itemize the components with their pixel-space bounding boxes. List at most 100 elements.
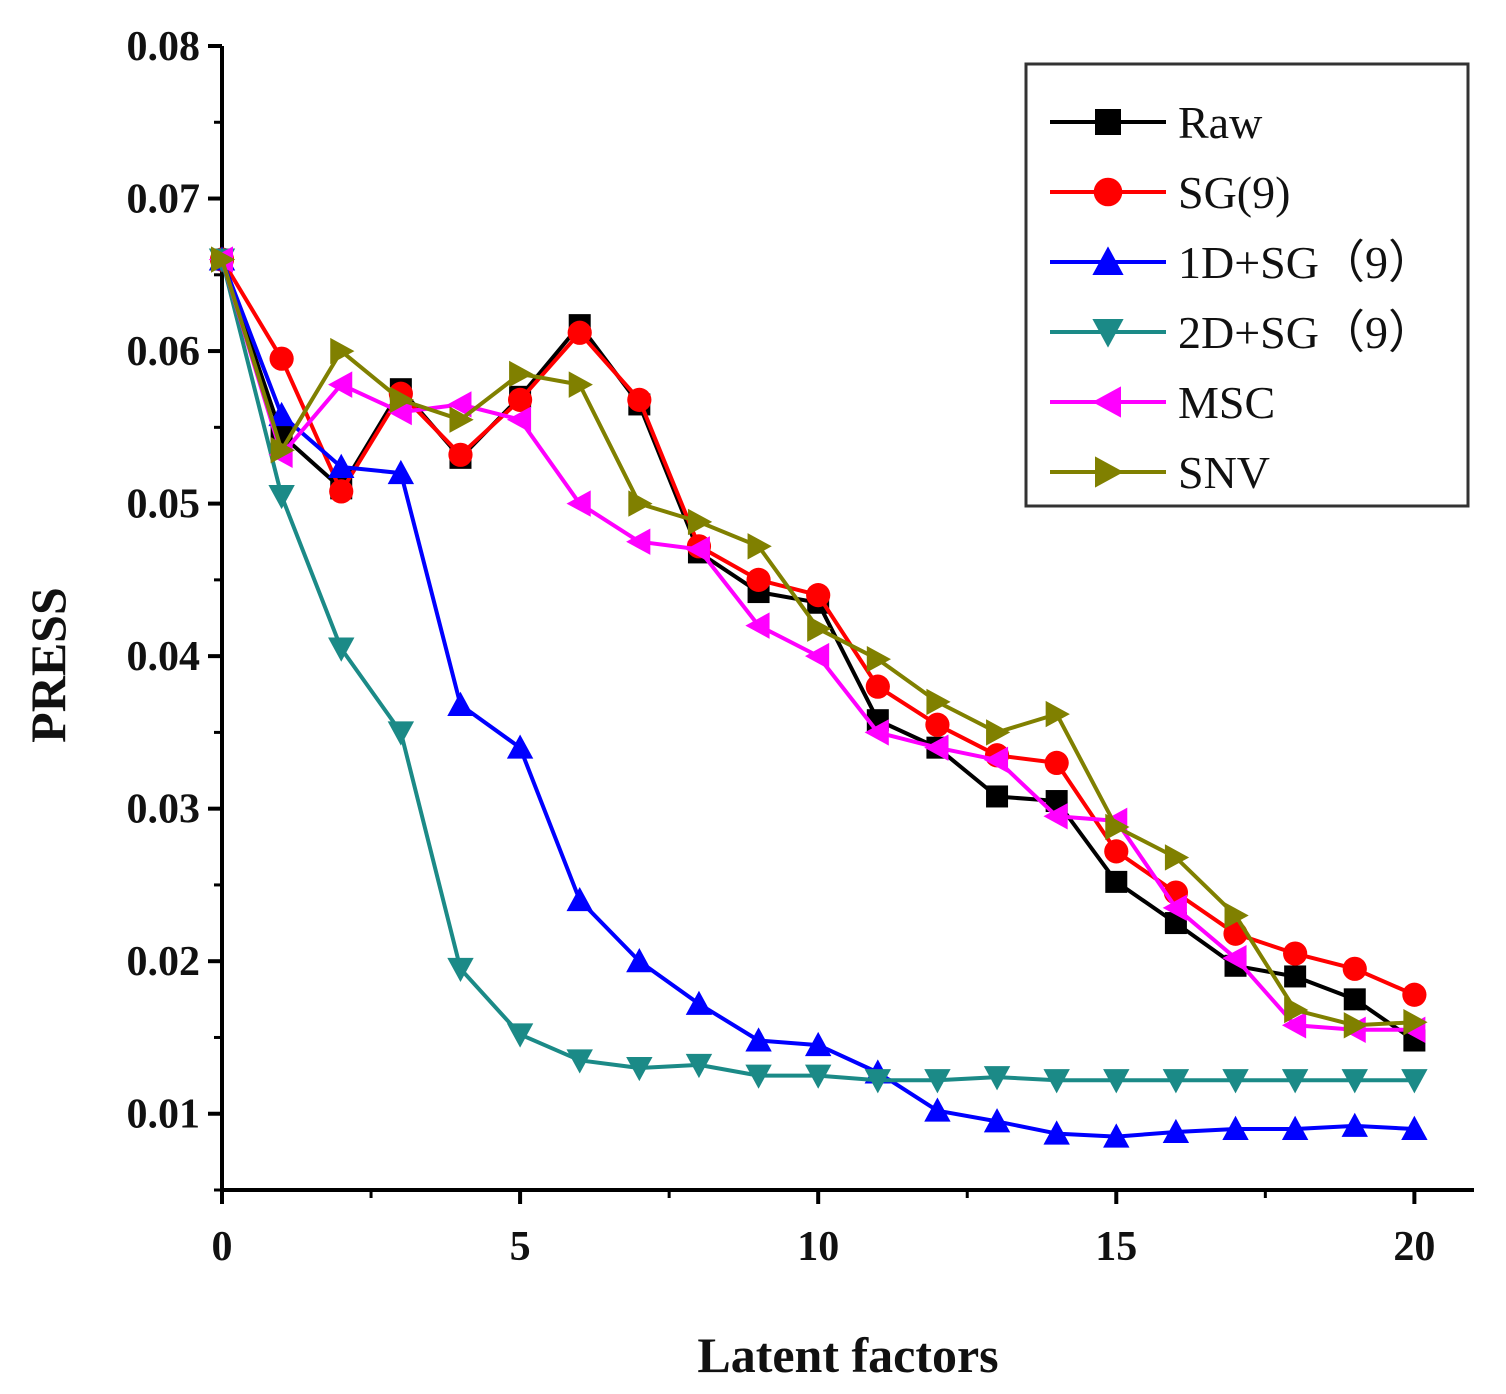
data-point: [1105, 870, 1128, 893]
legend-entry: 1D+SG（9）: [1050, 237, 1434, 288]
data-point: [389, 386, 415, 414]
data-point: [1341, 1112, 1368, 1137]
legend-marker: [1092, 386, 1121, 418]
data-point: [1105, 813, 1130, 841]
data-point: [1401, 1115, 1428, 1140]
data-point: [211, 246, 236, 273]
data-point: [924, 1097, 951, 1122]
data-point: [509, 360, 534, 388]
data-point: [745, 1064, 772, 1089]
x-tick-label: 15: [1095, 1224, 1137, 1270]
data-point: [1342, 956, 1367, 981]
data-point: [626, 1056, 653, 1082]
y-tick-label: 0.05: [127, 482, 201, 528]
legend: Raw SG(9) 1D+SG（9） 2D+SG（9） MSC SNV: [1024, 62, 1470, 508]
data-point: [745, 1027, 772, 1052]
data-point: [687, 508, 713, 536]
data-point: [447, 391, 472, 418]
x-tick-label: 5: [510, 1224, 531, 1270]
data-point: [449, 406, 474, 433]
data-point: [1103, 1123, 1130, 1148]
data-point: [1281, 1115, 1309, 1140]
data-point: [806, 583, 831, 608]
data-point: [270, 437, 295, 464]
legend-entry: SG(9): [1050, 167, 1290, 218]
legend-label: Raw: [1178, 97, 1263, 148]
data-point: [1281, 1069, 1309, 1094]
data-point: [866, 645, 892, 673]
data-point: [506, 734, 534, 759]
data-point: [566, 490, 591, 517]
data-point: [1401, 1069, 1428, 1094]
data-point: [568, 371, 593, 398]
legend-marker: [1092, 246, 1124, 275]
y-axis-label: PRESS: [20, 587, 76, 743]
legend-entry: Raw: [1050, 97, 1263, 148]
data-point: [1043, 1120, 1070, 1145]
data-point: [1283, 941, 1308, 966]
data-point: [387, 398, 412, 426]
data-point: [506, 406, 532, 433]
data-point: [626, 948, 653, 973]
data-point: [804, 1064, 832, 1089]
data-point: [685, 536, 710, 563]
data-point: [1164, 844, 1190, 871]
data-point: [1224, 902, 1249, 929]
legend-marker: [1095, 456, 1124, 488]
y-tick-label: 0.02: [127, 939, 201, 985]
data-point: [1045, 700, 1070, 728]
x-tick-label: 0: [212, 1224, 233, 1270]
x-tick-label: 10: [797, 1224, 839, 1270]
data-point: [1104, 839, 1129, 864]
data-point: [804, 642, 830, 670]
data-point: [924, 734, 949, 761]
legend-label: 2D+SG（9）: [1178, 307, 1434, 358]
legend-entry: 2D+SG（9）: [1050, 307, 1434, 358]
data-point: [925, 712, 950, 737]
data-point: [448, 442, 473, 467]
y-tick-label: 0.07: [127, 177, 201, 223]
data-point: [566, 886, 593, 912]
y-tick-label: 0.01: [127, 1092, 201, 1138]
legend-label: SG(9): [1178, 167, 1290, 218]
data-point: [685, 990, 713, 1015]
y-tick-label: 0.03: [127, 787, 201, 833]
data-point: [1162, 1069, 1190, 1094]
data-point: [1343, 1012, 1368, 1039]
legend-box: [1024, 62, 1470, 508]
data-point: [1043, 1069, 1070, 1094]
legend-label: SNV: [1178, 447, 1270, 498]
series-3: [208, 248, 1428, 1094]
y-tick-label: 0.08: [127, 24, 201, 70]
data-point: [807, 615, 832, 642]
data-point: [506, 1023, 534, 1048]
data-point: [268, 401, 295, 427]
data-point: [745, 612, 770, 639]
data-point: [1162, 894, 1187, 922]
data-point: [1103, 1069, 1130, 1094]
y-tick-label: 0.06: [127, 329, 201, 375]
data-point: [986, 785, 1009, 808]
legend-label: MSC: [1178, 377, 1275, 428]
data-point: [685, 1053, 713, 1079]
data-point: [328, 453, 355, 478]
data-point: [1284, 965, 1307, 988]
legend-marker: [1092, 319, 1124, 348]
data-point: [328, 637, 355, 662]
data-point: [1222, 944, 1247, 972]
data-point: [447, 957, 474, 983]
data-point: [926, 688, 951, 716]
legend-label: 1D+SG（9）: [1178, 237, 1434, 288]
data-point: [1341, 1069, 1368, 1094]
data-point: [1222, 1069, 1249, 1094]
data-point: [447, 691, 474, 716]
data-point: [566, 1049, 593, 1074]
x-tick-label: 20: [1393, 1224, 1435, 1270]
data-point: [329, 479, 354, 504]
data-point: [1403, 1009, 1428, 1036]
data-point: [1343, 988, 1366, 1011]
data-point: [986, 719, 1011, 746]
data-point: [567, 320, 592, 345]
data-point: [983, 1066, 1011, 1091]
